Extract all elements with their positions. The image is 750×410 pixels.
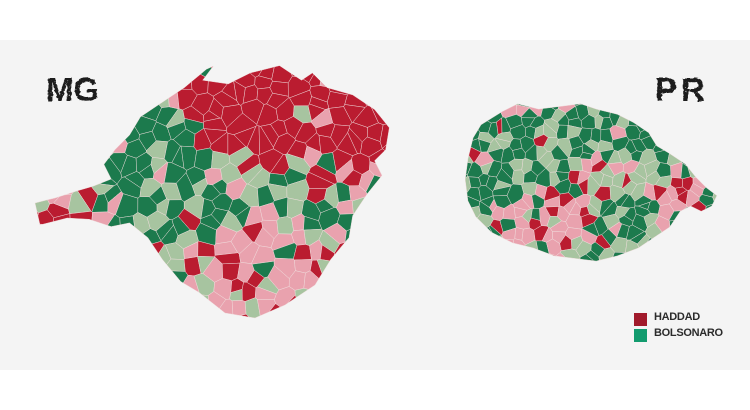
svg-text:MG: MG [46, 71, 99, 108]
svg-text:PR: PR [655, 71, 709, 108]
